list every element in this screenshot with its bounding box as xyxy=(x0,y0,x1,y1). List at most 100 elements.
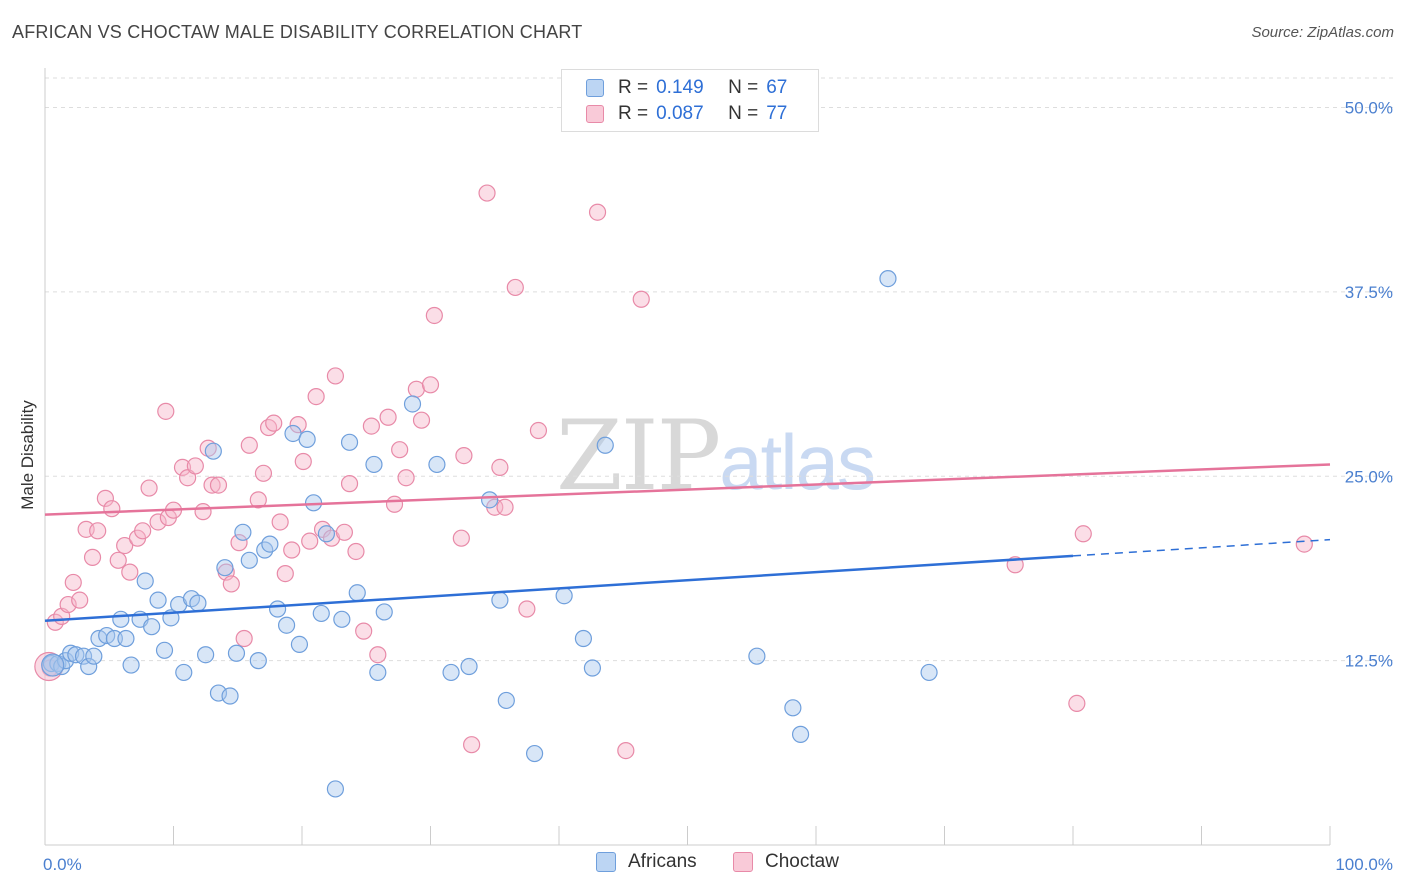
africans-point xyxy=(879,270,897,288)
africans-point xyxy=(221,687,239,705)
bottom-swatch-africans xyxy=(596,852,616,872)
choctaw-point xyxy=(506,278,524,297)
bottom-legend-africans: Africans xyxy=(596,851,697,873)
africans-point xyxy=(175,663,193,682)
choctaw-point xyxy=(1295,535,1313,553)
trend-lines xyxy=(44,463,1331,623)
choctaw-point xyxy=(140,479,158,497)
legend-n-value-africans: 67 xyxy=(766,77,788,98)
gridlines xyxy=(45,77,1393,662)
y-tick-label: 37.5% xyxy=(1345,283,1393,302)
bottom-swatch-choctaw xyxy=(733,852,753,872)
choctaw-point xyxy=(632,290,650,308)
africans-point xyxy=(143,618,161,636)
legend-r-value-choctaw: 0.087 xyxy=(656,103,704,124)
choctaw-point xyxy=(455,447,473,465)
africans-point xyxy=(122,656,140,674)
legend-n-label: N = xyxy=(728,77,759,98)
choctaw-point xyxy=(83,548,102,566)
choctaw-point xyxy=(194,503,212,521)
choctaw-point xyxy=(425,306,443,325)
choctaw-point xyxy=(326,367,345,385)
africans-point xyxy=(525,744,544,763)
choctaw-point xyxy=(421,376,440,394)
africans-point xyxy=(460,657,478,676)
africans-point xyxy=(112,610,130,628)
africans-points xyxy=(41,270,938,798)
choctaw-point xyxy=(71,591,89,609)
choctaw-point xyxy=(265,414,283,432)
africans-point xyxy=(403,395,422,413)
choctaw-point xyxy=(240,436,258,454)
correlation-legend: R = 0.149 N = 67 R = 0.087 N = 77 xyxy=(561,69,819,132)
choctaw-trend-line xyxy=(44,463,1331,516)
choctaw-point xyxy=(340,475,359,493)
africans-point xyxy=(442,663,460,682)
y-tick-label: 12.5% xyxy=(1345,652,1393,671)
africans-point xyxy=(249,652,267,670)
africans-point xyxy=(791,725,810,743)
choctaw-point xyxy=(407,380,425,398)
choctaw-point xyxy=(301,532,319,550)
choctaw-point xyxy=(249,491,267,509)
africans-point xyxy=(155,641,174,659)
choctaw-point xyxy=(109,551,127,569)
africans-point xyxy=(497,691,515,710)
choctaw-point xyxy=(149,513,167,531)
watermark-atlas: atlas xyxy=(719,418,876,506)
africans-point xyxy=(340,433,359,451)
choctaw-point xyxy=(1074,525,1092,543)
africans-point xyxy=(481,491,499,509)
choctaw-point xyxy=(173,458,192,476)
africans-point xyxy=(317,525,336,543)
choctaw-point xyxy=(369,646,387,664)
choctaw-point xyxy=(588,203,607,221)
africans-point xyxy=(216,559,234,577)
choctaw-point xyxy=(203,476,221,494)
africans-point xyxy=(369,663,387,682)
africans-point xyxy=(290,635,309,654)
choctaw-point xyxy=(134,522,152,540)
choctaw-point xyxy=(397,469,415,487)
choctaw-point xyxy=(518,600,536,618)
choctaw-point xyxy=(89,522,107,540)
y-tick-label: 50.0% xyxy=(1345,99,1393,118)
choctaw-point xyxy=(347,542,365,561)
choctaw-points xyxy=(34,184,1313,760)
legend-r-label: R = xyxy=(618,77,649,98)
choctaw-point xyxy=(362,417,380,435)
africans-point xyxy=(268,600,287,618)
choctaw-point xyxy=(222,575,240,593)
africans-point xyxy=(117,629,135,648)
africans-point xyxy=(920,663,938,682)
africans-point xyxy=(204,442,222,460)
africans-point xyxy=(277,616,296,634)
choctaw-point xyxy=(379,408,397,426)
choctaw-point xyxy=(385,495,404,513)
choctaw-point xyxy=(121,563,139,581)
tick-labels: 12.5% 25.0% 37.5% 50.0% 0.0% 100.0% xyxy=(43,99,1393,875)
africans-point xyxy=(348,584,366,602)
legend-swatch-choctaw xyxy=(586,105,604,123)
africans-point xyxy=(574,629,593,648)
africans-point xyxy=(583,659,602,677)
choctaw-point xyxy=(116,536,134,555)
choctaw-point xyxy=(491,458,509,476)
africans-point xyxy=(298,430,316,448)
choctaw-point xyxy=(452,529,470,547)
africans-point xyxy=(326,780,345,798)
choctaw-point xyxy=(412,411,431,429)
africans-point xyxy=(85,647,103,665)
africans-point xyxy=(491,591,509,609)
africans-trend-extension xyxy=(1072,538,1331,557)
africans-point xyxy=(80,657,98,676)
choctaw-point xyxy=(235,629,253,648)
legend-swatch-africans xyxy=(586,79,604,97)
choctaw-point xyxy=(186,457,204,475)
choctaw-point xyxy=(276,564,294,583)
africans-trend-line xyxy=(44,554,1074,623)
africans-point xyxy=(227,644,246,662)
legend-r-value-africans: 0.149 xyxy=(656,77,704,98)
choctaw-point xyxy=(199,439,217,457)
